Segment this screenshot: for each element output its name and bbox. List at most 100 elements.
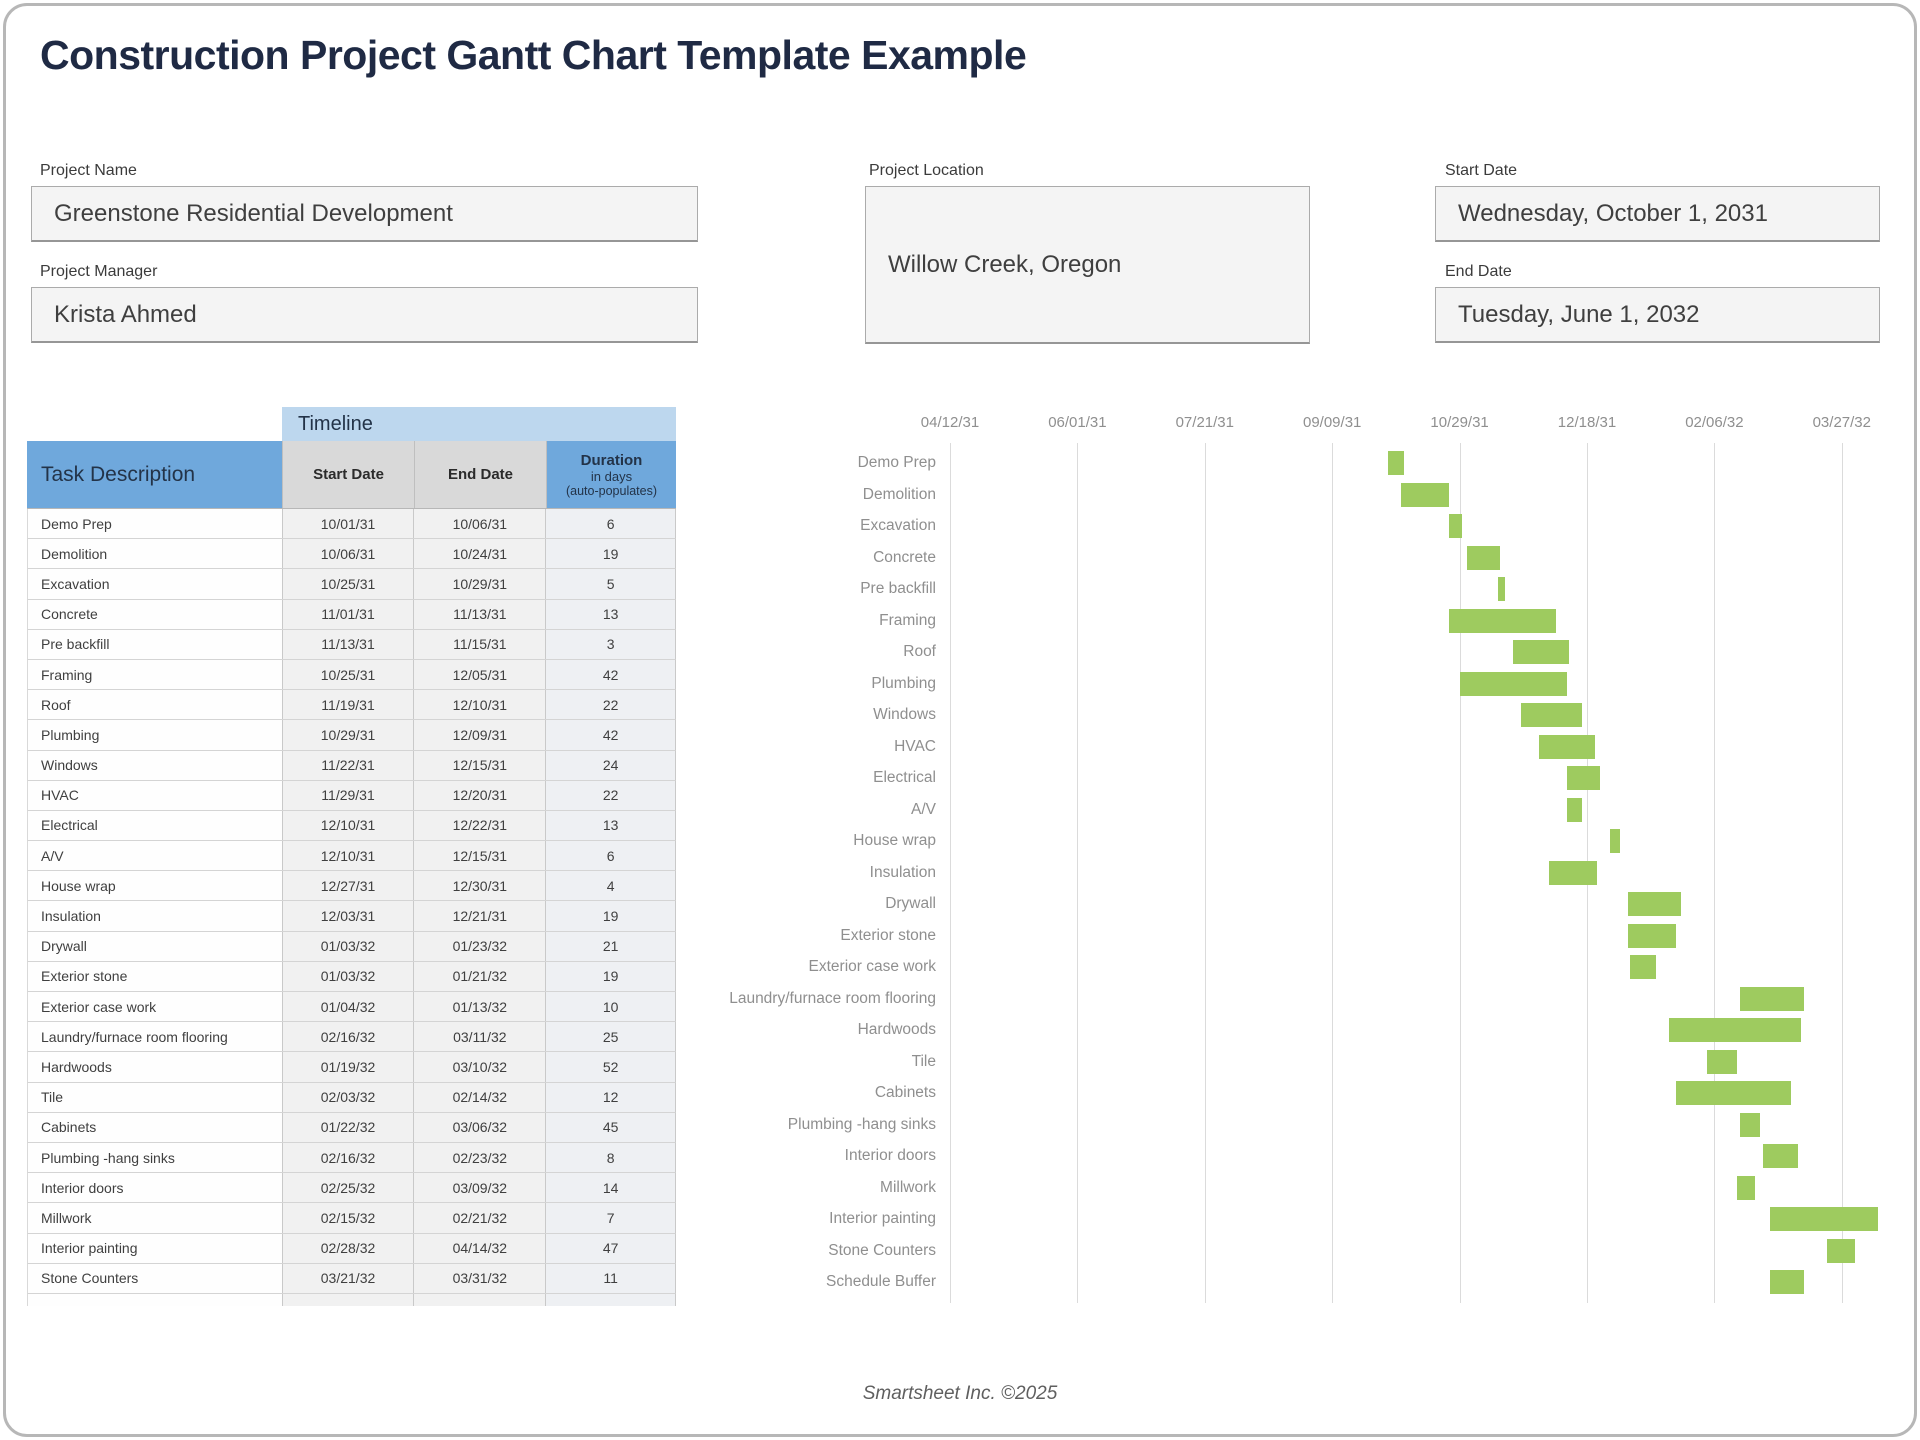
task-cell[interactable]: HVAC [28, 780, 282, 810]
duration-cell[interactable]: 12 [545, 1082, 676, 1112]
end-date-cell[interactable]: 10/06/31 [413, 509, 546, 539]
task-cell[interactable]: Laundry/furnace room flooring [28, 1022, 282, 1052]
start-date-cell[interactable]: 02/16/32 [281, 1022, 414, 1052]
duration-cell[interactable]: 8 [545, 1142, 676, 1173]
end-date-cell[interactable]: 01/13/32 [413, 992, 546, 1022]
start-date-cell[interactable]: 10/25/31 [281, 659, 414, 690]
duration-cell[interactable]: 45 [545, 1112, 676, 1142]
task-cell[interactable]: Cabinets [28, 1112, 282, 1142]
start-date-cell[interactable]: 02/03/32 [281, 1082, 414, 1112]
start-date-cell[interactable]: 01/03/32 [281, 961, 414, 991]
end-date-cell[interactable]: 10/24/31 [413, 539, 546, 569]
duration-cell[interactable]: 4 [545, 871, 676, 901]
duration-cell[interactable]: 52 [545, 1052, 676, 1082]
duration-cell[interactable]: 7 [545, 1203, 676, 1233]
duration-cell[interactable]: 11 [545, 1263, 676, 1293]
end-date-cell[interactable]: 12/21/31 [413, 901, 546, 931]
duration-cell[interactable]: 19 [545, 961, 676, 991]
task-cell[interactable]: Windows [28, 750, 282, 780]
start-date-cell[interactable]: 11/22/31 [281, 750, 414, 780]
start-date-cell[interactable]: 12/03/31 [281, 901, 414, 931]
task-cell[interactable]: Framing [28, 659, 282, 690]
end-date-cell[interactable]: 01/23/32 [413, 931, 546, 961]
start-date-cell[interactable]: 02/16/32 [281, 1142, 414, 1173]
end-date-cell[interactable]: 10/29/31 [413, 569, 546, 599]
duration-cell[interactable]: 22 [545, 690, 676, 720]
end-date-cell[interactable]: 04/14/32 [413, 1233, 546, 1263]
end-date-cell[interactable]: 02/14/32 [413, 1082, 546, 1112]
duration-cell[interactable]: 5 [545, 569, 676, 599]
task-cell[interactable]: Interior painting [28, 1233, 282, 1263]
end-date-cell[interactable]: 02/23/32 [413, 1142, 546, 1173]
duration-cell[interactable]: 6 [545, 509, 676, 539]
duration-cell[interactable]: 10 [545, 992, 676, 1022]
duration-cell[interactable]: 42 [545, 720, 676, 750]
start-date-cell[interactable]: 11/19/31 [281, 690, 414, 720]
task-cell[interactable]: Plumbing -hang sinks [28, 1142, 282, 1173]
end-date-cell[interactable]: 12/22/31 [413, 810, 546, 841]
project-name-field[interactable]: Greenstone Residential Development [31, 186, 698, 242]
end-date-cell[interactable]: 03/11/32 [413, 1022, 546, 1052]
task-cell[interactable]: Plumbing [28, 720, 282, 750]
duration-cell[interactable]: 25 [545, 1022, 676, 1052]
task-cell[interactable]: Demolition [28, 539, 282, 569]
duration-cell[interactable]: 42 [545, 659, 676, 690]
start-date-cell[interactable]: 01/22/32 [281, 1112, 414, 1142]
start-date-cell[interactable]: 10/06/31 [281, 539, 414, 569]
duration-cell[interactable]: 14 [545, 1173, 676, 1203]
end-date-cell[interactable]: 03/10/32 [413, 1052, 546, 1082]
start-date-cell[interactable]: 02/25/32 [281, 1173, 414, 1203]
start-date-cell[interactable]: 11/29/31 [281, 780, 414, 810]
task-cell[interactable]: Interior doors [28, 1173, 282, 1203]
task-cell[interactable]: Tile [28, 1082, 282, 1112]
duration-cell[interactable]: 6 [545, 841, 676, 871]
end-date-cell[interactable]: 11/13/31 [413, 599, 546, 629]
project-manager-field[interactable]: Krista Ahmed [31, 287, 698, 343]
start-date-cell[interactable]: 02/28/32 [281, 1233, 414, 1263]
project-location-field[interactable]: Willow Creek, Oregon [865, 186, 1310, 344]
end-date-cell[interactable]: 12/05/31 [413, 659, 546, 690]
task-cell[interactable]: Exterior case work [28, 992, 282, 1022]
duration-cell[interactable]: 22 [545, 780, 676, 810]
task-cell[interactable]: A/V [28, 841, 282, 871]
start-date-cell[interactable]: 03/21/32 [281, 1263, 414, 1293]
end-date-cell[interactable]: 03/06/32 [413, 1112, 546, 1142]
duration-cell[interactable]: 19 [545, 539, 676, 569]
end-date-cell[interactable]: 01/21/32 [413, 961, 546, 991]
start-date-field[interactable]: Wednesday, October 1, 2031 [1435, 186, 1880, 242]
task-cell[interactable]: Millwork [28, 1203, 282, 1233]
start-date-cell[interactable]: 12/10/31 [281, 841, 414, 871]
task-cell[interactable]: Demo Prep [28, 509, 282, 539]
start-date-cell[interactable]: 02/15/32 [281, 1203, 414, 1233]
start-date-cell[interactable]: 10/29/31 [281, 720, 414, 750]
start-date-cell[interactable]: 10/25/31 [281, 569, 414, 599]
task-cell[interactable]: Excavation [28, 569, 282, 599]
task-cell[interactable]: Concrete [28, 599, 282, 629]
end-date-cell[interactable]: 11/15/31 [413, 629, 546, 659]
start-date-cell[interactable]: 12/27/31 [281, 871, 414, 901]
start-date-cell[interactable]: 01/19/32 [281, 1052, 414, 1082]
end-date-cell[interactable]: 12/20/31 [413, 780, 546, 810]
end-date-cell[interactable]: 03/09/32 [413, 1173, 546, 1203]
duration-cell[interactable]: 24 [545, 750, 676, 780]
end-date-cell[interactable]: 03/31/32 [413, 1263, 546, 1293]
task-cell[interactable]: Pre backfill [28, 629, 282, 659]
start-date-cell[interactable]: 11/13/31 [281, 629, 414, 659]
start-date-cell[interactable]: 01/04/32 [281, 992, 414, 1022]
duration-cell[interactable]: 19 [545, 901, 676, 931]
task-cell[interactable]: Stone Counters [28, 1263, 282, 1293]
end-date-field[interactable]: Tuesday, June 1, 2032 [1435, 287, 1880, 343]
end-date-cell[interactable]: 12/30/31 [413, 871, 546, 901]
task-cell[interactable]: Roof [28, 690, 282, 720]
duration-cell[interactable]: 3 [545, 629, 676, 659]
duration-cell[interactable]: 21 [545, 931, 676, 961]
duration-cell[interactable]: 47 [545, 1233, 676, 1263]
start-date-cell[interactable]: 11/01/31 [281, 599, 414, 629]
task-cell[interactable]: Hardwoods [28, 1052, 282, 1082]
duration-cell[interactable]: 13 [545, 599, 676, 629]
task-cell[interactable]: Insulation [28, 901, 282, 931]
end-date-cell[interactable]: 12/15/31 [413, 750, 546, 780]
task-cell[interactable]: Electrical [28, 810, 282, 841]
task-cell[interactable]: House wrap [28, 871, 282, 901]
task-cell[interactable]: Exterior stone [28, 961, 282, 991]
